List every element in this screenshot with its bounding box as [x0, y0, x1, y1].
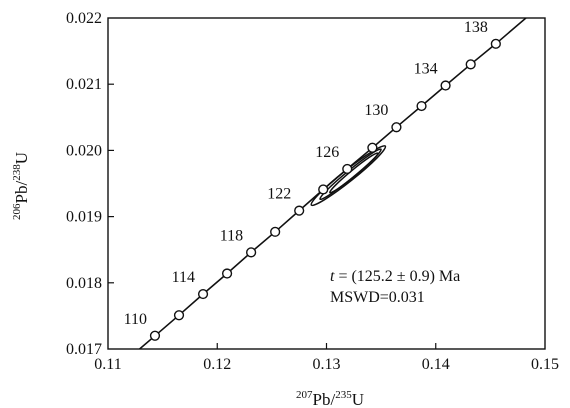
age-marker: [465, 59, 476, 70]
mswd-annotation: MSWD=0.031: [330, 289, 425, 306]
y-axis: 0.017 0.018 0.019 0.020 0.021 0.022: [66, 10, 114, 358]
age-labels: 110 114 118 122 126 130 134 138: [124, 19, 488, 328]
age-marker: [416, 100, 427, 112]
age-marker: [149, 330, 161, 341]
age-marker: [440, 80, 451, 91]
age-marker: [490, 38, 501, 49]
age-label: 134: [414, 61, 438, 78]
age-label: 114: [172, 269, 195, 286]
x-tick-label: 0.13: [313, 356, 341, 373]
age-marker: [173, 310, 185, 321]
x-tick-label: 0.11: [94, 356, 121, 373]
age-label: 118: [220, 227, 243, 244]
y-tick-label: 0.020: [66, 142, 102, 159]
age-marker: [342, 163, 353, 175]
age-label: 126: [315, 144, 339, 161]
age-annotation: t = (125.2 ± 0.9) Ma: [330, 268, 460, 285]
age-marker: [367, 142, 378, 153]
y-tick-label: 0.022: [66, 10, 102, 27]
age-marker: [221, 268, 233, 279]
y-tick-label: 0.017: [66, 341, 102, 358]
x-tick-label: 0.15: [531, 356, 559, 373]
plot-frame: [107, 17, 546, 350]
age-marker: [294, 205, 305, 216]
x-axis: 0.11 0.12 0.13 0.14 0.15: [94, 343, 559, 373]
x-tick-label: 0.14: [422, 356, 450, 373]
age-marker: [270, 226, 281, 237]
y-tick-label: 0.019: [66, 209, 102, 226]
age-marker: [318, 184, 329, 195]
concordia-curve-group: [138, 18, 528, 349]
age-label: 130: [364, 102, 388, 119]
x-tick-label: 0.12: [203, 356, 231, 373]
age-label: 110: [124, 311, 147, 328]
age-label: 122: [267, 186, 291, 203]
y-tick-label: 0.018: [66, 275, 102, 292]
y-tick-label: 0.021: [66, 76, 102, 93]
age-label: 138: [464, 19, 488, 36]
age-marker: [246, 247, 257, 258]
y-axis-title: 206Pb/238U: [11, 152, 31, 220]
x-axis-title: 207Pb/235U: [296, 389, 364, 408]
age-marker: [391, 122, 402, 133]
age-marker: [197, 288, 209, 300]
